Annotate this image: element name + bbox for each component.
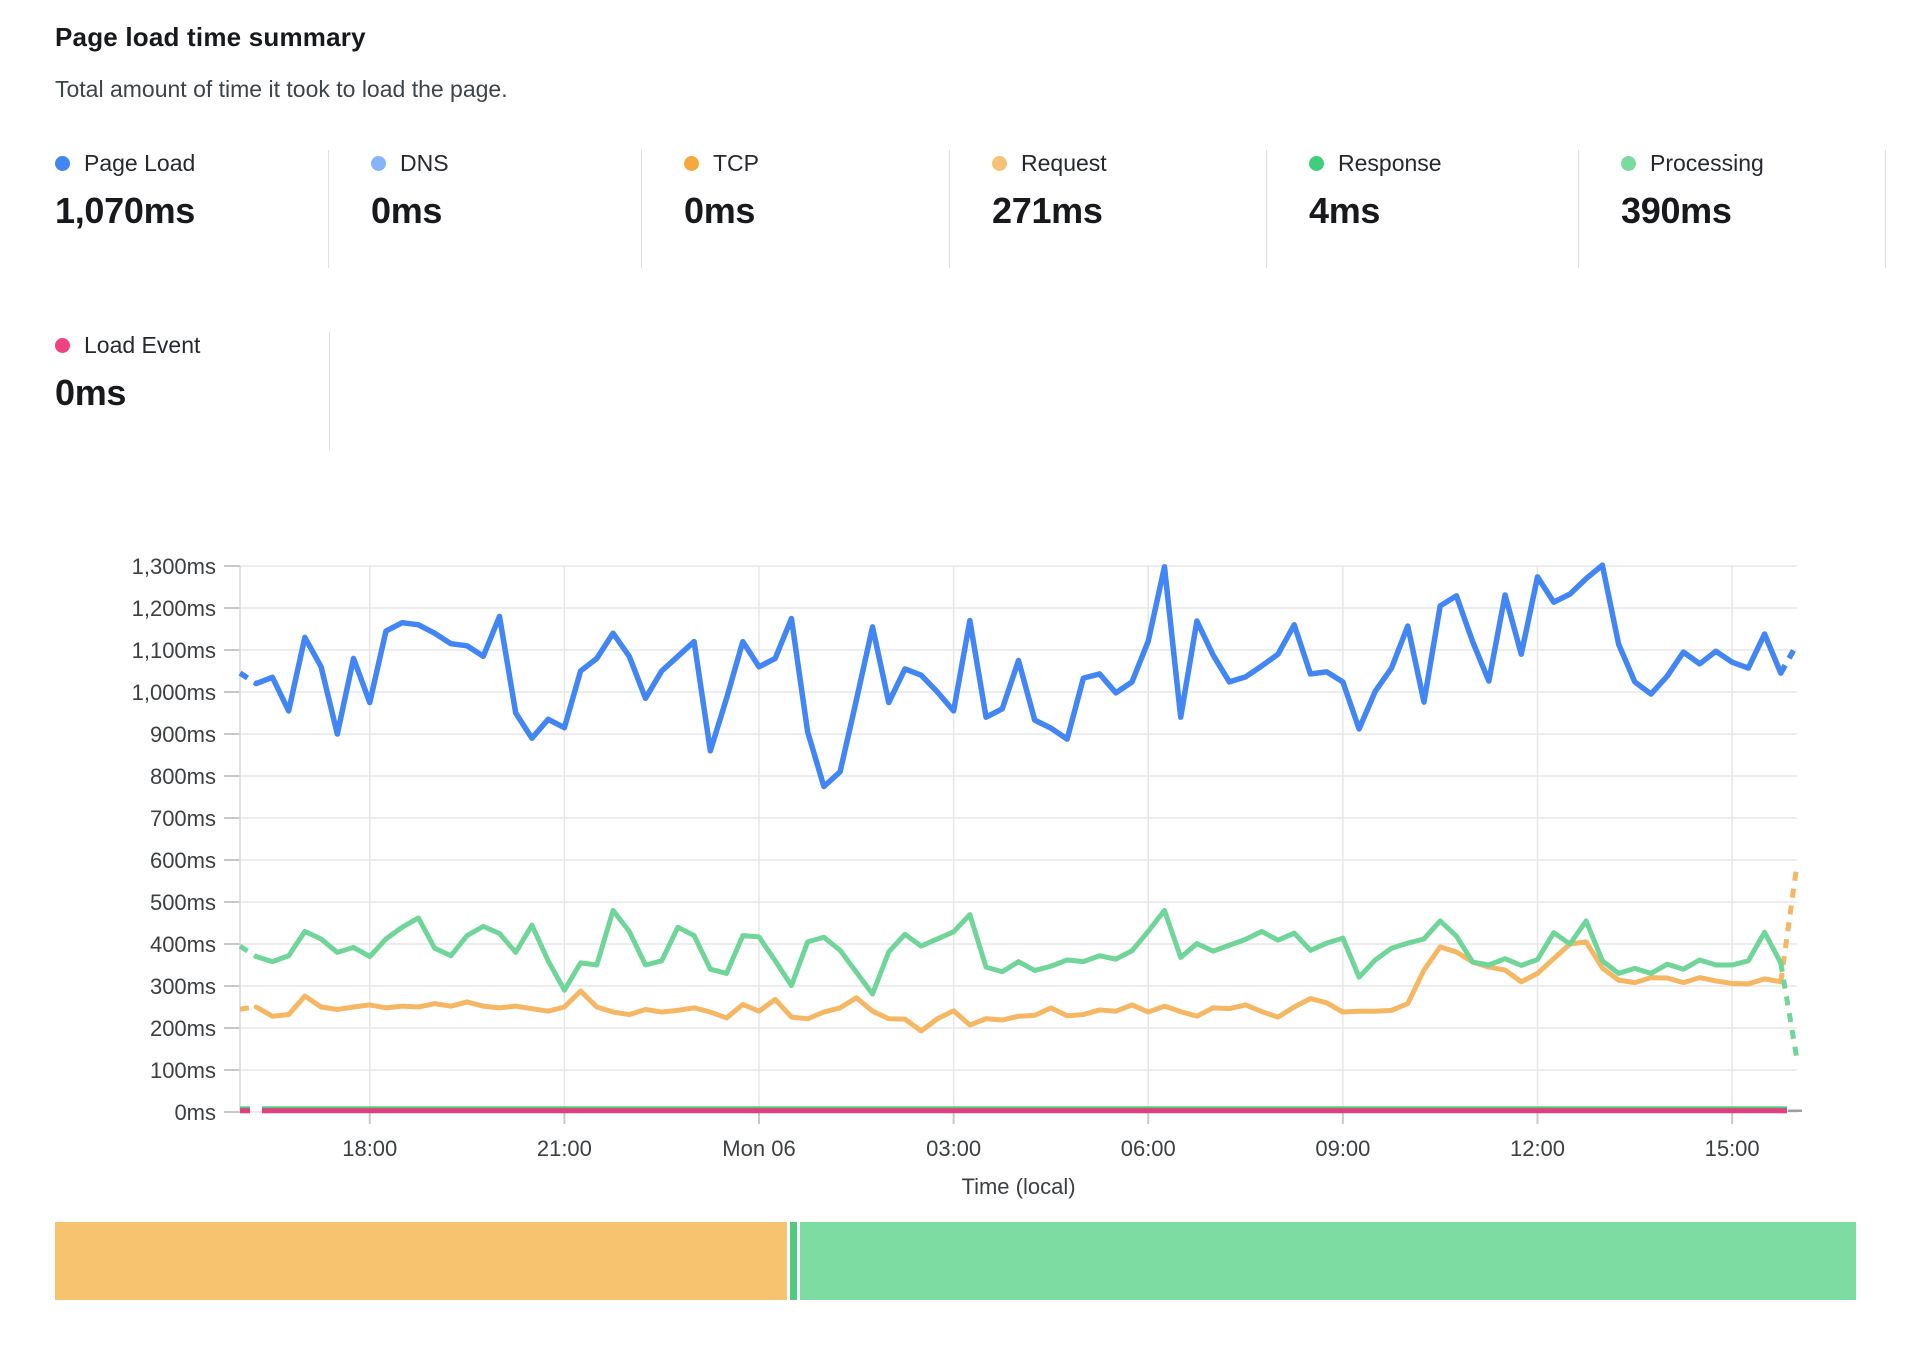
svg-text:900ms: 900ms — [150, 722, 216, 747]
bar-segment-after-range[interactable] — [800, 1222, 1856, 1300]
svg-text:800ms: 800ms — [150, 764, 216, 789]
svg-text:1,000ms: 1,000ms — [132, 680, 216, 705]
legend-value: 271ms — [992, 190, 1103, 231]
svg-text:06:00: 06:00 — [1121, 1136, 1176, 1161]
legend-value: 4ms — [1309, 190, 1381, 231]
svg-text:500ms: 500ms — [150, 890, 216, 915]
legend-item-response[interactable]: Response 4ms — [1267, 150, 1579, 268]
legend-item-page-load[interactable]: Page Load 1,070ms — [55, 150, 329, 268]
legend-value: 0ms — [55, 372, 127, 413]
legend-value: 0ms — [684, 190, 756, 231]
dns-dot-icon — [371, 156, 386, 171]
legend-item-load-event[interactable]: Load Event 0ms — [55, 332, 330, 450]
legend-row-primary: Page Load 1,070ms DNS 0ms TCP 0ms Reques… — [55, 150, 1886, 268]
legend-item-tcp[interactable]: TCP 0ms — [642, 150, 950, 268]
svg-text:21:00: 21:00 — [537, 1136, 592, 1161]
svg-text:18:00: 18:00 — [342, 1136, 397, 1161]
load-event-dot-icon — [55, 338, 70, 353]
legend-item-request[interactable]: Request 271ms — [950, 150, 1267, 268]
svg-text:Mon 06: Mon 06 — [722, 1136, 795, 1161]
load-time-distribution-bar[interactable] — [55, 1222, 1856, 1300]
svg-text:12:00: 12:00 — [1510, 1136, 1565, 1161]
legend-value: 1,070ms — [55, 190, 196, 231]
svg-text:09:00: 09:00 — [1315, 1136, 1370, 1161]
legend-row-secondary: Load Event 0ms — [55, 332, 330, 450]
svg-text:03:00: 03:00 — [926, 1136, 981, 1161]
bar-segment-before-range[interactable] — [55, 1222, 787, 1300]
legend-label: Response — [1338, 150, 1442, 176]
legend-item-dns[interactable]: DNS 0ms — [329, 150, 642, 268]
svg-text:1,100ms: 1,100ms — [132, 638, 216, 663]
bar-segment-marker[interactable] — [790, 1222, 797, 1300]
svg-text:15:00: 15:00 — [1705, 1136, 1760, 1161]
svg-text:100ms: 100ms — [150, 1058, 216, 1083]
response-dot-icon — [1309, 156, 1324, 171]
legend-label: DNS — [400, 150, 449, 176]
request-dot-icon — [992, 156, 1007, 171]
legend-item-processing[interactable]: Processing 390ms — [1579, 150, 1886, 268]
bar-segment-gap-left — [787, 1222, 790, 1300]
legend-label: Request — [1021, 150, 1107, 176]
svg-text:400ms: 400ms — [150, 932, 216, 957]
svg-text:1,200ms: 1,200ms — [132, 596, 216, 621]
svg-text:200ms: 200ms — [150, 1016, 216, 1041]
tcp-dot-icon — [684, 156, 699, 171]
page-subtitle: Total amount of time it took to load the… — [55, 76, 508, 102]
page-load-dot-icon — [55, 156, 70, 171]
svg-text:600ms: 600ms — [150, 848, 216, 873]
svg-text:Time (local): Time (local) — [961, 1174, 1075, 1199]
legend-label: TCP — [713, 150, 759, 176]
legend-label: Load Event — [84, 332, 201, 358]
page-title: Page load time summary — [55, 22, 366, 52]
legend-value: 390ms — [1621, 190, 1732, 231]
svg-text:1,300ms: 1,300ms — [132, 554, 216, 579]
processing-dot-icon — [1621, 156, 1636, 171]
svg-text:700ms: 700ms — [150, 806, 216, 831]
page-load-timeseries-chart[interactable]: 0ms 100ms 200ms 300ms 400ms 500ms 600ms 700ms 80… — [0, 440, 1910, 1212]
legend-value: 0ms — [371, 190, 443, 231]
svg-text:0ms: 0ms — [174, 1100, 216, 1125]
svg-text:300ms: 300ms — [150, 974, 216, 999]
legend-label: Processing — [1650, 150, 1764, 176]
legend-label: Page Load — [84, 150, 196, 176]
bar-segment-gap-right — [797, 1222, 800, 1300]
